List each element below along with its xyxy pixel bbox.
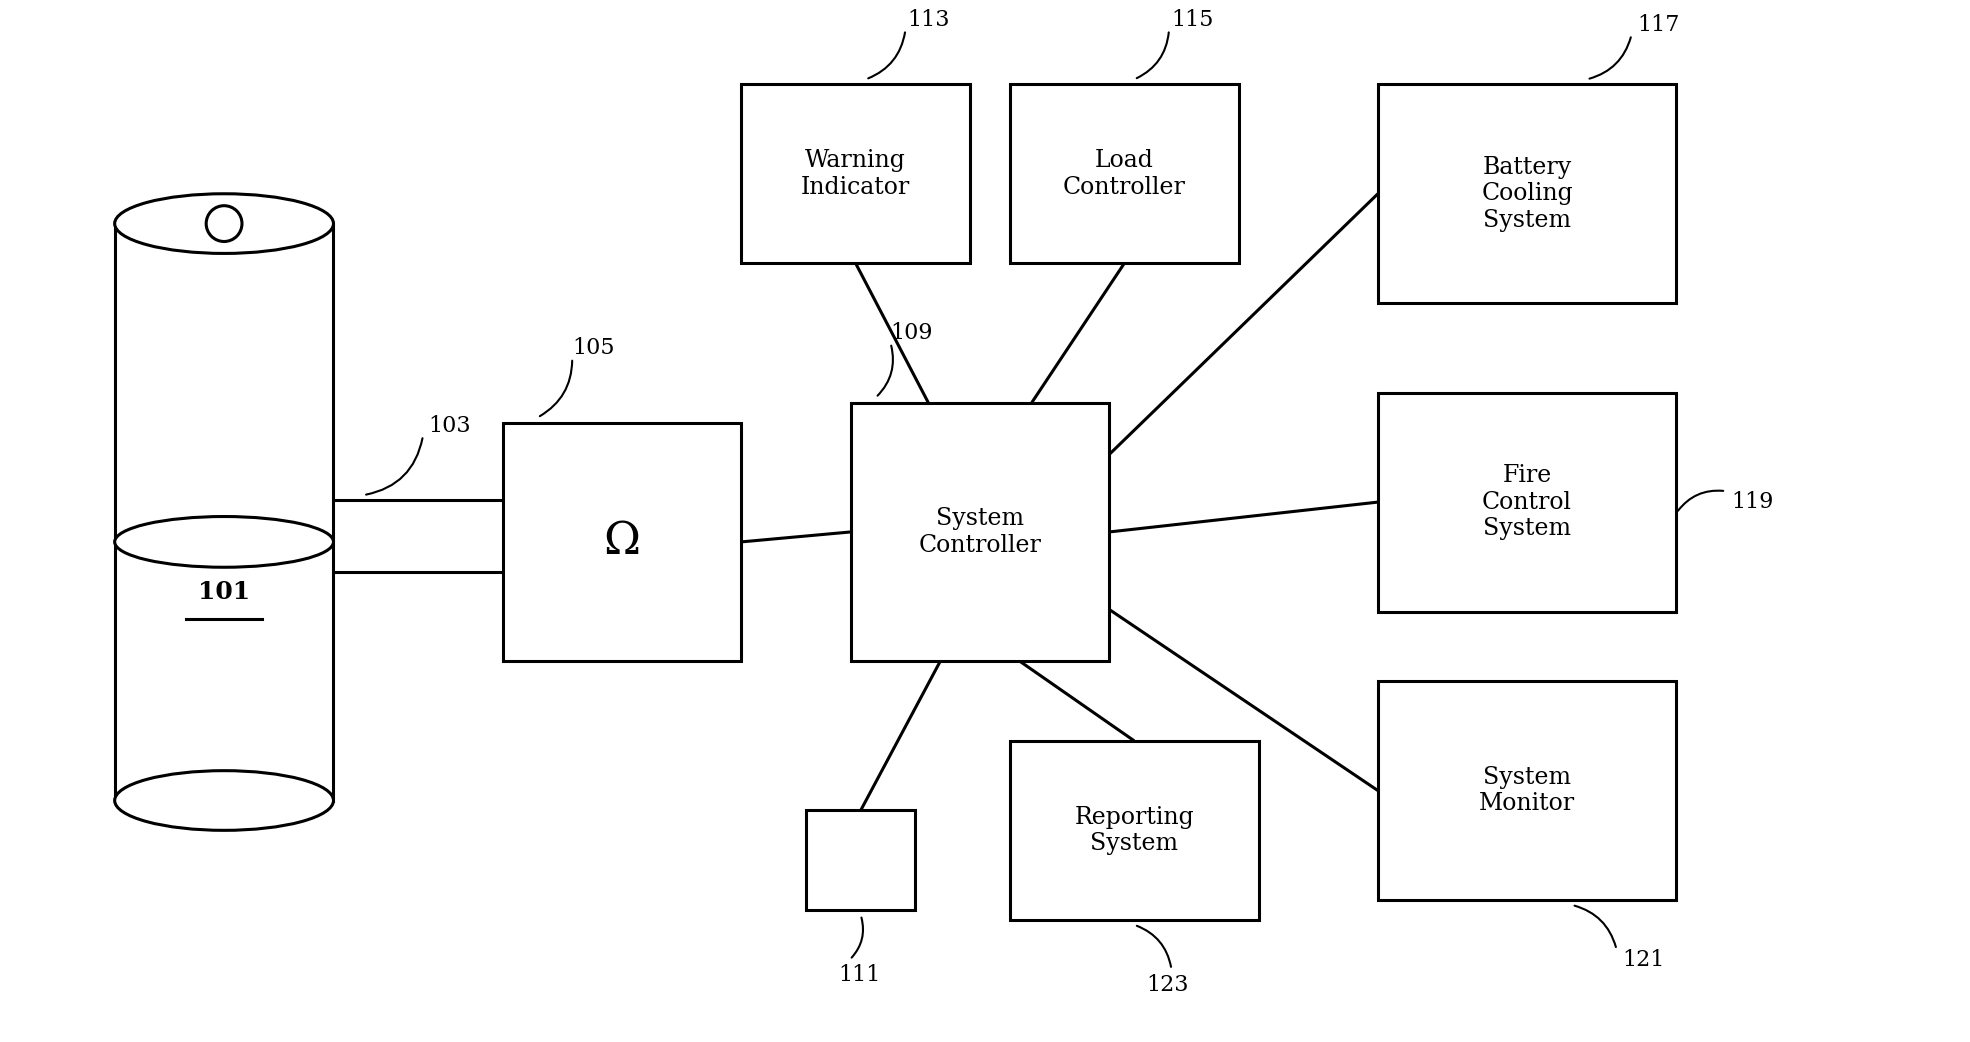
Bar [1377,393,1676,612]
Text: Ω: Ω [603,520,640,564]
Text: Load
Controller: Load Controller [1064,149,1186,199]
Text: 123: 123 [1147,973,1190,995]
Text: Reporting
System: Reporting System [1074,805,1194,855]
Ellipse shape [114,194,333,253]
Text: System
Monitor: System Monitor [1479,766,1576,815]
Bar [1377,84,1676,303]
Text: System
Controller: System Controller [918,507,1042,556]
Text: Battery
Cooling
System: Battery Cooling System [1481,155,1572,232]
Text: 113: 113 [908,8,950,30]
Text: 105: 105 [571,337,615,358]
Text: 111: 111 [839,964,881,986]
Bar [1377,681,1676,900]
Text: 115: 115 [1170,8,1214,30]
Text: 121: 121 [1623,948,1665,971]
Text: 101: 101 [199,579,250,603]
Bar [1011,84,1239,264]
Ellipse shape [114,517,333,567]
Text: 119: 119 [1732,491,1773,513]
Text: 117: 117 [1637,14,1680,35]
Text: 109: 109 [890,322,934,344]
Bar [741,84,969,264]
Text: Warning
Indicator: Warning Indicator [802,149,910,199]
Bar [806,811,916,910]
Text: Fire
Control
System: Fire Control System [1481,464,1572,540]
Ellipse shape [114,771,333,830]
Bar [502,422,741,662]
Text: 103: 103 [427,415,471,437]
Bar [851,402,1109,662]
Bar [1011,741,1259,920]
